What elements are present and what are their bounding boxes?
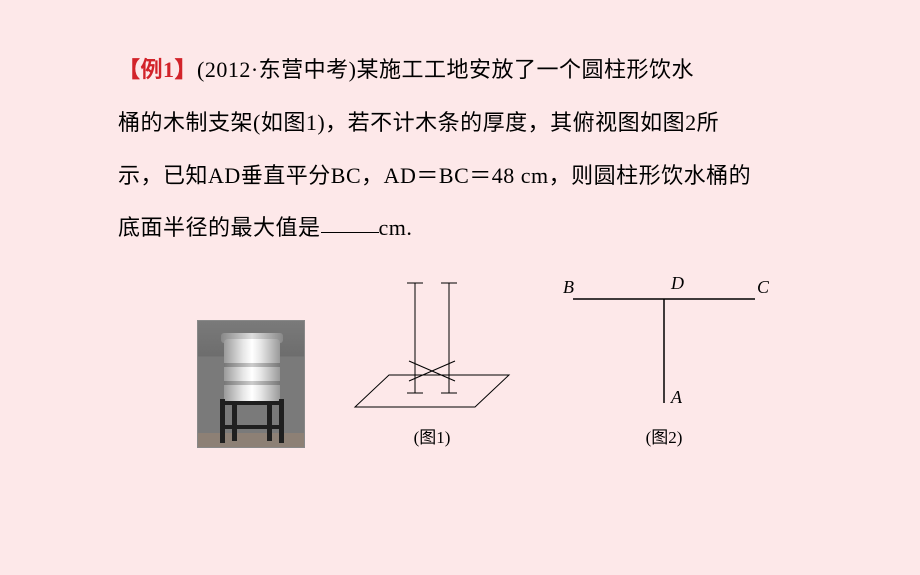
fig1-svg — [337, 269, 527, 419]
body-line-1: 某施工工地安放了一个圆柱形饮水 — [357, 57, 695, 82]
stand-leg — [279, 399, 284, 443]
example-label: 【例1】 — [118, 57, 197, 82]
bucket-band — [224, 363, 280, 367]
figures-row: (图1) B D C A (图2) — [118, 269, 848, 448]
fig2-label-D: D — [670, 273, 684, 293]
bucket-band — [224, 381, 280, 385]
stand-leg — [267, 405, 272, 441]
body-4b: cm. — [379, 215, 413, 240]
source: (2012·东营中考) — [197, 57, 356, 82]
fig1-caption: (图1) — [414, 423, 451, 448]
figure-2: B D C A (图2) — [559, 269, 769, 448]
bucket-body — [224, 339, 280, 401]
bucket-photo — [197, 320, 305, 448]
fig1-plane — [355, 375, 509, 407]
body-line-4: 底面半径的最大值是 cm. — [118, 202, 848, 255]
answer-blank — [321, 211, 379, 233]
body-line-3: 示，已知AD垂直平分BC，AD＝BC＝48 cm，则圆柱形饮水桶的 — [118, 150, 848, 203]
figure-1: (图1) — [337, 269, 527, 448]
stand-leg — [220, 399, 225, 443]
body-4a: 底面半径的最大值是 — [118, 215, 321, 240]
problem-block: 【例1】(2012·东营中考)某施工工地安放了一个圆柱形饮水 桶的木制支架(如图… — [0, 0, 920, 448]
fig2-label-C: C — [757, 277, 769, 297]
figure-photo — [197, 320, 305, 448]
fig2-svg: B D C A — [559, 269, 769, 419]
stand-leg — [232, 405, 237, 441]
body-line-2: 桶的木制支架(如图1)，若不计木条的厚度，其俯视图如图2所 — [118, 97, 848, 150]
problem-text: 【例1】(2012·东营中考)某施工工地安放了一个圆柱形饮水 — [118, 44, 848, 97]
fig2-label-B: B — [563, 277, 574, 297]
photo-floor — [198, 433, 304, 447]
stand-bar — [220, 401, 284, 405]
stand-bar — [220, 425, 284, 429]
fig2-caption: (图2) — [646, 423, 683, 448]
fig2-label-A: A — [670, 387, 683, 407]
